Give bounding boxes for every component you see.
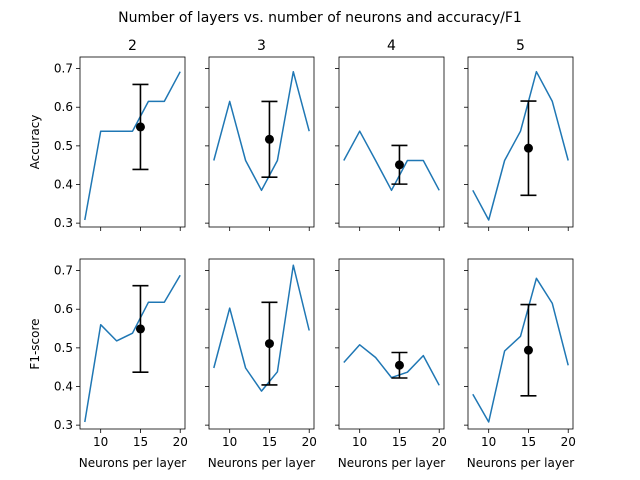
mean-point-r1-c2 bbox=[394, 360, 404, 370]
y-tick-label: 0.5 bbox=[54, 341, 73, 355]
mean-point-r0-c2 bbox=[394, 160, 404, 170]
x-tick-label: 10 bbox=[352, 435, 367, 449]
x-tick-label: 20 bbox=[432, 435, 447, 449]
panel-r1-c1: 10 15 20 Neurons per layer bbox=[205, 258, 317, 470]
series-line-r1-c0 bbox=[84, 274, 181, 423]
mean-point-r0-c3 bbox=[523, 143, 533, 153]
y-tick-label: 0.6 bbox=[54, 100, 73, 114]
x-tick-label: 20 bbox=[302, 435, 317, 449]
panel-frame-r1-c1 bbox=[208, 258, 315, 430]
y-tick-label: 0.6 bbox=[54, 302, 73, 316]
panel-frame-r0-c3 bbox=[467, 56, 574, 228]
y-tick-label: 0.3 bbox=[54, 418, 73, 432]
mean-point-r0-c0 bbox=[135, 122, 145, 132]
x-tick-label: 10 bbox=[93, 435, 108, 449]
x-tick-label: 15 bbox=[521, 435, 536, 449]
panel-r0-c0: 2 0.3 0.4 0.5 0.6 0.7 bbox=[54, 38, 186, 231]
panel-frame-r0-c2 bbox=[338, 56, 445, 228]
y-axis-label-0: Accuracy bbox=[28, 115, 42, 170]
x-axis-label-0: Neurons per layer bbox=[79, 456, 187, 470]
panel-frame-r0-c0 bbox=[79, 56, 186, 228]
column-title-2: 4 bbox=[387, 38, 396, 54]
mean-point-r1-c3 bbox=[523, 345, 533, 355]
series-line-r0-c3 bbox=[472, 70, 569, 221]
panel-r0-c3: 5 bbox=[464, 38, 574, 231]
x-tick-label: 20 bbox=[561, 435, 576, 449]
y-axis-label-1: F1-score bbox=[28, 318, 42, 369]
panel-frame-r1-c3 bbox=[467, 258, 574, 430]
column-title-3: 5 bbox=[516, 38, 525, 54]
y-tick-label: 0.7 bbox=[54, 264, 73, 278]
y-tick-label: 0.4 bbox=[54, 380, 73, 394]
y-tick-label: 0.7 bbox=[54, 62, 73, 76]
y-tick-label: 0.4 bbox=[54, 178, 73, 192]
x-tick-label: 15 bbox=[262, 435, 277, 449]
x-axis-label-2: Neurons per layer bbox=[338, 456, 446, 470]
panel-r1-c0: 0.3 0.4 0.5 0.6 0.7 10 15 20 Neurons per layer bbox=[54, 258, 188, 470]
y-tick-label: 0.3 bbox=[54, 216, 73, 230]
panel-r1-c3: 10 15 20 Neurons per layer bbox=[464, 258, 576, 470]
panel-r0-c2: 4 bbox=[335, 38, 445, 231]
y-tick-label: 0.5 bbox=[54, 139, 73, 153]
panel-frame-r1-c0 bbox=[79, 258, 186, 430]
series-line-r1-c1 bbox=[213, 264, 310, 392]
x-tick-label: 15 bbox=[392, 435, 407, 449]
chart-title: Number of layers vs. number of neurons a… bbox=[118, 10, 522, 26]
x-axis-label-3: Neurons per layer bbox=[467, 456, 575, 470]
series-line-r1-c2 bbox=[343, 344, 440, 386]
x-axis-label-1: Neurons per layer bbox=[208, 456, 316, 470]
panel-r0-c1: 3 bbox=[205, 38, 315, 231]
panel-frame-r0-c1 bbox=[208, 56, 315, 228]
mean-point-r0-c1 bbox=[264, 134, 274, 144]
panel-frame-r1-c2 bbox=[338, 258, 445, 430]
x-tick-label: 20 bbox=[173, 435, 188, 449]
x-tick-label: 15 bbox=[133, 435, 148, 449]
x-tick-label: 10 bbox=[481, 435, 496, 449]
column-title-0: 2 bbox=[128, 38, 137, 54]
series-line-r0-c0 bbox=[84, 71, 181, 221]
series-line-r0-c2 bbox=[343, 130, 440, 192]
column-title-1: 3 bbox=[257, 38, 266, 54]
series-line-r1-c3 bbox=[472, 277, 569, 423]
mean-point-r1-c1 bbox=[264, 339, 274, 349]
x-tick-label: 10 bbox=[222, 435, 237, 449]
panel-r1-c2: 10 15 20 Neurons per layer bbox=[335, 258, 447, 470]
series-line-r0-c1 bbox=[213, 70, 310, 192]
mean-point-r1-c0 bbox=[135, 324, 145, 334]
